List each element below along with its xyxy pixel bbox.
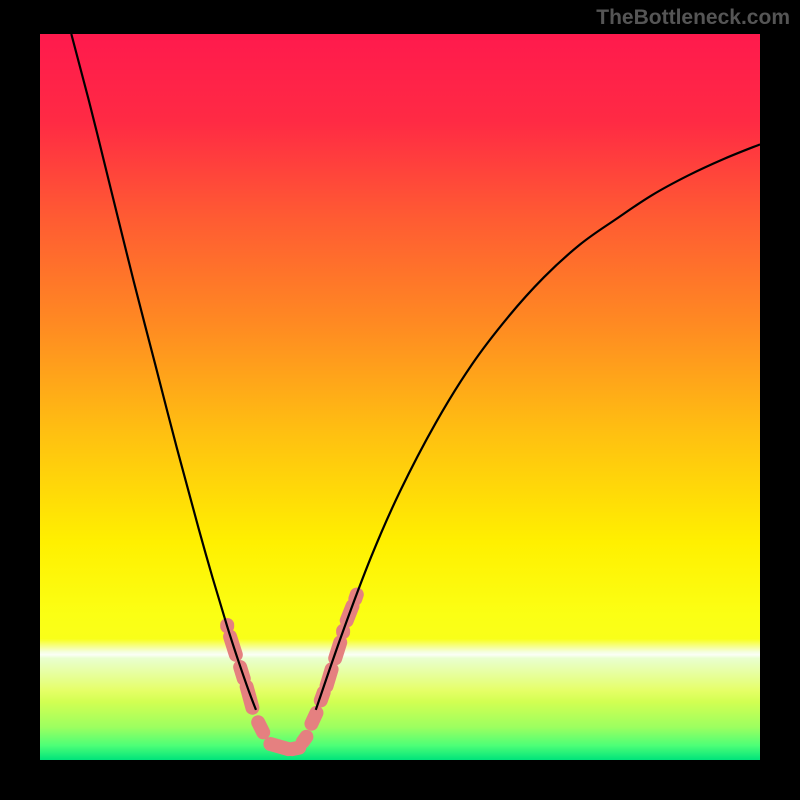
plot-background [40,34,760,760]
marker-segment [292,748,299,749]
watermark-text: TheBottleneck.com [596,6,790,30]
marker-segment [303,737,307,742]
marker-segment [311,713,316,724]
bottleneck-chart [0,0,800,800]
marker-segment [258,722,263,732]
chart-root: TheBottleneck.com [0,0,800,800]
